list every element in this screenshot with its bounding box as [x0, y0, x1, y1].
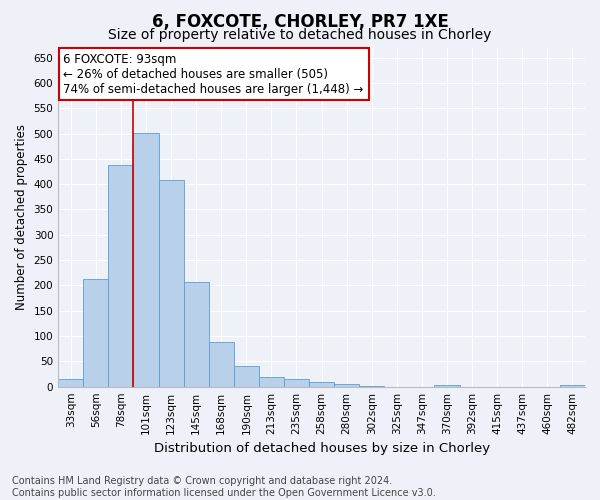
Bar [259, 376, 284, 386]
Bar [209, 342, 234, 386]
Text: Contains HM Land Registry data © Crown copyright and database right 2024.
Contai: Contains HM Land Registry data © Crown c… [12, 476, 436, 498]
Text: Size of property relative to detached houses in Chorley: Size of property relative to detached ho… [109, 28, 491, 42]
Text: 6 FOXCOTE: 93sqm
← 26% of detached houses are smaller (505)
74% of semi-detached: 6 FOXCOTE: 93sqm ← 26% of detached house… [64, 52, 364, 96]
Bar [309, 382, 334, 386]
Bar [133, 132, 158, 386]
Bar [158, 180, 184, 386]
Bar [58, 379, 83, 386]
Bar [184, 282, 209, 387]
Text: 6, FOXCOTE, CHORLEY, PR7 1XE: 6, FOXCOTE, CHORLEY, PR7 1XE [152, 12, 448, 30]
Bar [334, 384, 359, 386]
Bar [83, 279, 109, 386]
Bar [560, 384, 585, 386]
Bar [284, 379, 309, 386]
X-axis label: Distribution of detached houses by size in Chorley: Distribution of detached houses by size … [154, 442, 490, 455]
Bar [434, 385, 460, 386]
Y-axis label: Number of detached properties: Number of detached properties [15, 124, 28, 310]
Bar [109, 166, 133, 386]
Bar [234, 366, 259, 386]
